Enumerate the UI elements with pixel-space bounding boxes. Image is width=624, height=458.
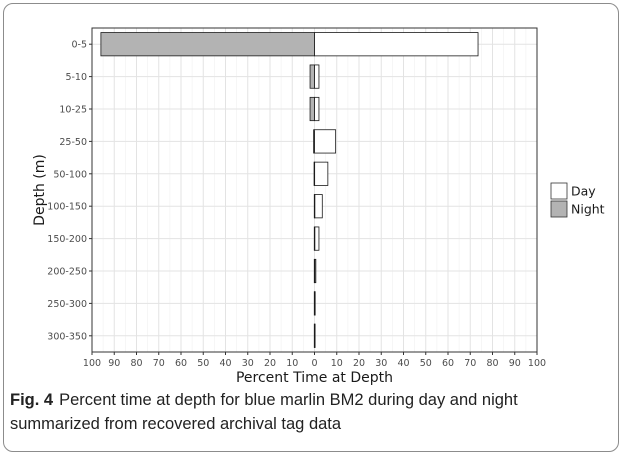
x-tick-label: 70 (464, 358, 476, 369)
bar-night-0-5 (100, 32, 315, 57)
bar-day-100-150 (314, 194, 323, 219)
y-tick-label: 200-250 (47, 267, 87, 278)
depth-time-chart: 0-55-1010-2525-5050-100100-150150-200200… (32, 27, 605, 386)
y-tick-label: 0-5 (71, 40, 87, 51)
x-tick-label: 80 (486, 358, 498, 369)
legend-key-night (550, 200, 568, 218)
x-axis-title: Percent Time at Depth (236, 370, 393, 386)
figure-label: Fig. 4 (10, 391, 54, 409)
bar-day-25-50 (314, 129, 337, 154)
bar-day-5-10 (314, 64, 320, 89)
legend-label-night: Night (571, 202, 605, 217)
x-tick-label: 20 (264, 358, 276, 369)
caption-text: Percent time at depth for blue marlin BM… (10, 391, 518, 433)
y-tick-label: 250-300 (47, 299, 87, 310)
x-tick-label: 90 (108, 358, 120, 369)
y-axis-title: Depth (m) (32, 154, 48, 226)
x-tick-label: 10 (286, 358, 298, 369)
bar-day-10-25 (314, 96, 320, 122)
bar-day-50-100 (314, 161, 329, 186)
y-tick-label: 50-100 (53, 169, 87, 180)
x-tick-label: 30 (375, 358, 387, 369)
bar-night-200-250 (313, 258, 316, 284)
bar-night-5-10 (309, 64, 315, 89)
y-tick-label: 5-10 (65, 72, 87, 83)
x-tick-label: 50 (420, 358, 432, 369)
bar-night-100-150 (313, 194, 316, 219)
x-tick-label: 60 (442, 358, 454, 369)
bar-night-25-50 (313, 129, 315, 154)
x-tick-label: 0 (311, 358, 317, 369)
x-tick-label: 100 (83, 358, 101, 369)
y-tick-label: 150-200 (47, 234, 87, 245)
bar-night-50-100 (313, 161, 316, 186)
bar-night-300-350 (313, 323, 316, 348)
x-tick-label: 40 (397, 358, 409, 369)
figure-caption: Fig. 4 Percent time at depth for blue mar… (10, 388, 610, 436)
x-tick-label: 80 (130, 358, 142, 369)
x-tick-label: 90 (509, 358, 521, 369)
y-tick-label: 10-25 (59, 105, 87, 116)
legend-label-day: Day (571, 184, 596, 199)
x-tick-label: 60 (175, 358, 187, 369)
bar-night-150-200 (313, 226, 316, 251)
x-tick-label: 10 (331, 358, 343, 369)
y-tick-label: 100-150 (47, 202, 87, 213)
x-tick-label: 50 (197, 358, 209, 369)
bar-day-0-5 (314, 32, 479, 57)
bar-night-10-25 (309, 96, 315, 122)
y-tick-label: 25-50 (59, 137, 87, 148)
y-tick-label: 300-350 (47, 331, 87, 342)
x-tick-label: 100 (528, 358, 546, 369)
x-tick-label: 40 (219, 358, 231, 369)
x-tick-label: 30 (242, 358, 254, 369)
legend-key-day (550, 182, 568, 200)
x-tick-label: 20 (353, 358, 365, 369)
x-tick-label: 70 (153, 358, 165, 369)
bar-night-250-300 (313, 291, 316, 316)
